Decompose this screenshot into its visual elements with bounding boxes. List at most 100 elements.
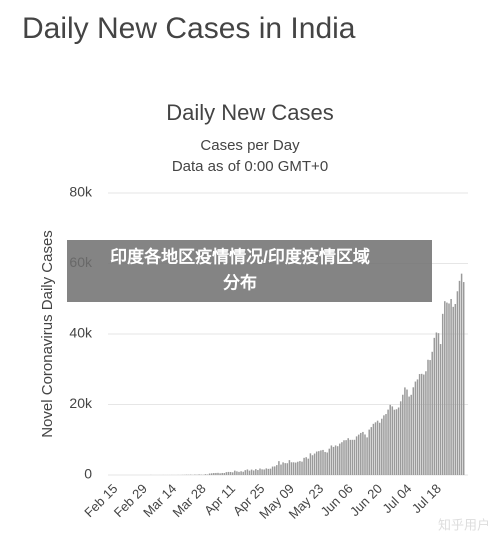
bar bbox=[299, 461, 301, 475]
bar bbox=[328, 448, 331, 475]
bar bbox=[347, 438, 349, 475]
bar bbox=[336, 446, 339, 475]
bar bbox=[391, 406, 394, 475]
bar bbox=[234, 470, 236, 475]
y-tick-label: 80k bbox=[69, 184, 93, 200]
bar bbox=[206, 474, 209, 475]
bar bbox=[242, 471, 244, 475]
bar bbox=[221, 472, 223, 475]
bar bbox=[345, 440, 347, 475]
bar bbox=[462, 282, 465, 475]
y-tick-label: 0 bbox=[84, 466, 92, 482]
bar bbox=[357, 434, 360, 475]
bar bbox=[376, 420, 379, 475]
bar bbox=[284, 463, 286, 475]
x-tick-label: Jun 06 bbox=[318, 481, 356, 519]
bar bbox=[324, 451, 326, 475]
y-axis-label: Novel Coronavirus Daily Cases bbox=[39, 230, 56, 438]
bar bbox=[263, 469, 265, 475]
bar bbox=[238, 471, 240, 475]
bar bbox=[341, 442, 343, 475]
bar bbox=[381, 418, 383, 475]
bar bbox=[387, 409, 389, 475]
bar bbox=[250, 469, 253, 475]
x-tick-label: Jul 04 bbox=[379, 481, 414, 516]
bar bbox=[227, 471, 230, 475]
bar bbox=[370, 427, 373, 475]
bar bbox=[418, 374, 421, 475]
bar bbox=[322, 449, 324, 475]
bar bbox=[215, 472, 217, 475]
bar bbox=[410, 394, 412, 475]
bar bbox=[423, 374, 425, 475]
bar bbox=[269, 468, 272, 475]
bar bbox=[433, 337, 436, 475]
bar bbox=[444, 301, 446, 475]
bar bbox=[244, 470, 247, 475]
bar bbox=[458, 280, 461, 475]
bar bbox=[366, 437, 368, 475]
bar bbox=[425, 371, 427, 475]
bar bbox=[213, 473, 215, 475]
bar bbox=[393, 409, 396, 475]
bar bbox=[399, 401, 402, 475]
y-tick-label: 20k bbox=[69, 395, 93, 411]
bar bbox=[368, 429, 370, 475]
bar bbox=[412, 387, 415, 475]
bar bbox=[441, 313, 444, 475]
x-tick-label: Apr 11 bbox=[201, 481, 238, 518]
bar bbox=[265, 468, 268, 475]
bar bbox=[343, 440, 345, 475]
bar bbox=[332, 446, 335, 475]
bar bbox=[437, 333, 440, 475]
bar bbox=[408, 396, 410, 475]
bar bbox=[339, 443, 341, 475]
bar bbox=[460, 273, 463, 475]
bar bbox=[362, 431, 364, 475]
bar bbox=[351, 439, 354, 475]
x-tick-label: Jun 20 bbox=[347, 481, 385, 519]
bar bbox=[454, 303, 457, 475]
bar bbox=[208, 473, 211, 475]
bar bbox=[219, 473, 221, 475]
bar bbox=[267, 468, 270, 475]
bar bbox=[378, 422, 381, 475]
bar bbox=[383, 415, 385, 475]
bar bbox=[389, 404, 391, 475]
bar bbox=[364, 434, 366, 475]
bar bbox=[257, 470, 259, 475]
bar bbox=[240, 471, 242, 475]
bar bbox=[452, 306, 454, 475]
bar bbox=[355, 436, 358, 475]
bar bbox=[301, 461, 303, 475]
bar bbox=[456, 291, 459, 475]
bar bbox=[198, 474, 200, 475]
bar bbox=[290, 462, 293, 475]
bar bbox=[223, 473, 226, 475]
overlay-text: 印度各地区疫情情况/印度疫情区域 bbox=[110, 246, 370, 266]
bar bbox=[320, 450, 322, 475]
bar bbox=[217, 472, 219, 475]
bar bbox=[286, 463, 289, 475]
bar bbox=[446, 302, 448, 475]
chart-note: Data as of 0:00 GMT+0 bbox=[172, 158, 328, 175]
bar bbox=[330, 445, 333, 475]
bar bbox=[297, 461, 299, 475]
bar bbox=[315, 451, 318, 475]
page-title: Daily New Cases in India bbox=[22, 12, 356, 45]
bar bbox=[236, 471, 238, 475]
bar bbox=[248, 470, 251, 475]
bar bbox=[448, 303, 450, 475]
bar bbox=[360, 432, 362, 475]
bar bbox=[334, 445, 337, 475]
bar bbox=[280, 464, 282, 475]
bar bbox=[255, 469, 257, 475]
bar bbox=[353, 439, 356, 475]
bar bbox=[406, 389, 408, 475]
bar bbox=[276, 465, 278, 475]
bar bbox=[261, 469, 263, 475]
bar bbox=[278, 461, 280, 475]
